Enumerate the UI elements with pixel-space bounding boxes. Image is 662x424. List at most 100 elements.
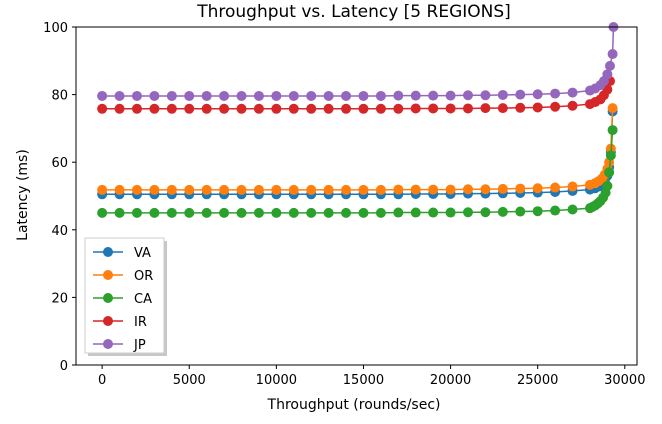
data-point-jp bbox=[219, 90, 230, 101]
data-point-ir bbox=[323, 103, 334, 114]
data-point-ca bbox=[445, 207, 456, 218]
data-point-ca bbox=[532, 206, 543, 217]
legend-label-ca: CA bbox=[134, 292, 152, 307]
series-line-jp bbox=[102, 26, 615, 97]
data-point-ca bbox=[602, 180, 613, 191]
data-point-ca bbox=[607, 125, 618, 136]
data-point-or bbox=[184, 184, 195, 195]
legend-marker-jp bbox=[103, 339, 113, 349]
data-point-jp bbox=[393, 90, 404, 101]
data-point-jp bbox=[607, 49, 618, 60]
data-point-jp bbox=[341, 90, 352, 101]
data-point-jp bbox=[166, 90, 177, 101]
data-point-or bbox=[428, 184, 439, 195]
data-point-ir bbox=[497, 103, 508, 114]
data-point-jp bbox=[550, 88, 561, 99]
data-point-jp bbox=[604, 60, 615, 71]
data-point-ir bbox=[567, 100, 578, 111]
data-point-or bbox=[463, 184, 474, 195]
data-point-or bbox=[480, 184, 491, 195]
data-point-or bbox=[114, 184, 125, 195]
data-point-jp bbox=[515, 89, 526, 100]
data-point-or bbox=[410, 184, 421, 195]
data-point-ir bbox=[358, 103, 369, 114]
series-layer bbox=[97, 22, 619, 218]
data-point-ca bbox=[306, 207, 317, 218]
x-tick-label: 30000 bbox=[604, 373, 645, 388]
data-point-ca bbox=[253, 207, 264, 218]
data-point-ca bbox=[166, 207, 177, 218]
data-point-or bbox=[97, 184, 108, 195]
data-point-ca bbox=[515, 206, 526, 217]
x-tick-label: 15000 bbox=[343, 373, 384, 388]
data-point-or bbox=[288, 184, 299, 195]
y-tick-label: 20 bbox=[51, 291, 68, 306]
y-tick-label: 80 bbox=[51, 89, 68, 104]
data-point-or bbox=[149, 184, 160, 195]
data-point-ca bbox=[201, 207, 212, 218]
data-point-ca bbox=[288, 207, 299, 218]
data-point-jp bbox=[445, 90, 456, 101]
legend-label-ir: IR bbox=[134, 315, 147, 330]
data-point-ir bbox=[410, 103, 421, 114]
data-point-ca bbox=[463, 207, 474, 218]
data-point-ir bbox=[236, 103, 247, 114]
plot-area: 0 5000 10000 15000 20000 25000 30000 0 20 40 60 80 1… bbox=[43, 21, 645, 388]
data-point-jp bbox=[497, 89, 508, 100]
chart-title: Throughput vs. Latency [5 REGIONS] bbox=[196, 2, 511, 22]
y-tick-label: 60 bbox=[51, 156, 68, 171]
data-point-ca bbox=[341, 207, 352, 218]
data-point-ca bbox=[271, 207, 282, 218]
data-point-or bbox=[271, 184, 282, 195]
data-point-ir bbox=[288, 103, 299, 114]
data-point-or bbox=[358, 184, 369, 195]
y-tick-label: 0 bbox=[60, 359, 68, 374]
x-axis-label: Throughput (rounds/sec) bbox=[267, 397, 441, 413]
data-point-jp bbox=[149, 90, 160, 101]
x-tick-label: 0 bbox=[98, 373, 106, 388]
legend-marker-va bbox=[103, 247, 113, 257]
data-point-ir bbox=[131, 103, 142, 114]
data-point-jp bbox=[253, 90, 264, 101]
data-point-ir bbox=[515, 102, 526, 113]
legend-marker-or bbox=[103, 270, 113, 280]
data-point-jp bbox=[97, 90, 108, 101]
y-tick-label: 100 bbox=[43, 21, 68, 36]
data-point-ir bbox=[184, 103, 195, 114]
data-point-ir bbox=[253, 103, 264, 114]
data-point-ca bbox=[97, 207, 108, 218]
data-point-ir bbox=[393, 103, 404, 114]
data-point-jp bbox=[236, 90, 247, 101]
data-point-or bbox=[236, 184, 247, 195]
data-point-ca bbox=[219, 207, 230, 218]
legend-label-va: VA bbox=[134, 246, 151, 261]
data-point-ca bbox=[375, 207, 386, 218]
data-point-or bbox=[375, 184, 386, 195]
legend: VA OR CA IR JP bbox=[84, 237, 167, 356]
data-point-ca bbox=[358, 207, 369, 218]
data-point-or bbox=[445, 184, 456, 195]
data-point-jp bbox=[410, 90, 421, 101]
data-point-or bbox=[532, 183, 543, 194]
data-point-ir bbox=[375, 103, 386, 114]
data-point-jp bbox=[131, 90, 142, 101]
x-tick-label: 20000 bbox=[430, 373, 471, 388]
data-point-or bbox=[201, 184, 212, 195]
data-point-jp bbox=[375, 90, 386, 101]
data-point-ir bbox=[219, 103, 230, 114]
x-tick-label: 5000 bbox=[173, 373, 206, 388]
data-point-or bbox=[131, 184, 142, 195]
data-point-jp bbox=[532, 89, 543, 100]
data-point-ir bbox=[97, 103, 108, 114]
data-point-ir bbox=[428, 103, 439, 114]
data-point-ca bbox=[323, 207, 334, 218]
data-point-ca bbox=[428, 207, 439, 218]
data-point-or bbox=[607, 103, 618, 114]
series-line-ir bbox=[102, 80, 611, 110]
data-point-ir bbox=[550, 101, 561, 112]
data-point-jp bbox=[271, 90, 282, 101]
legend-marker-ca bbox=[103, 293, 113, 303]
x-tick-label: 10000 bbox=[256, 373, 297, 388]
data-point-ca bbox=[184, 207, 195, 218]
data-point-jp bbox=[288, 90, 299, 101]
